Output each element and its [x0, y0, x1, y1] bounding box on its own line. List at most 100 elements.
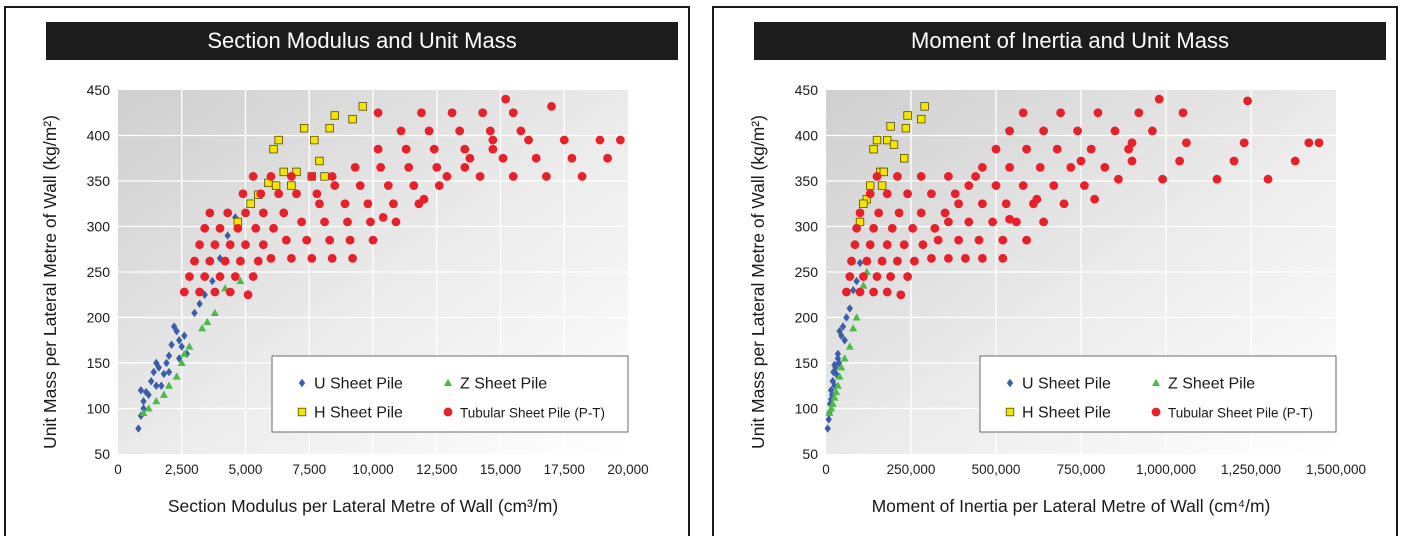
- y-tick-label: 300: [795, 219, 819, 235]
- data-point: [852, 313, 861, 321]
- data-point: [508, 108, 518, 118]
- data-point: [1110, 126, 1120, 136]
- data-point: [465, 153, 475, 163]
- legend-marker: [297, 407, 307, 417]
- y-tick-label: 100: [87, 401, 111, 417]
- data-point: [859, 199, 868, 208]
- x-tick-label: 250,000: [887, 462, 936, 477]
- data-point: [903, 189, 912, 199]
- data-point: [241, 240, 250, 250]
- legend-marker: [1151, 407, 1161, 417]
- data-point: [831, 381, 838, 390]
- data-point: [944, 253, 953, 263]
- data-point: [865, 181, 875, 190]
- data-point: [882, 240, 892, 250]
- x-tick-label: 0: [114, 462, 122, 477]
- data-point: [855, 208, 865, 218]
- data-point: [147, 377, 155, 386]
- data-point: [178, 342, 185, 351]
- data-point: [478, 108, 488, 118]
- data-point: [865, 189, 875, 199]
- data-point: [233, 223, 243, 233]
- data-point: [230, 272, 240, 281]
- data-point: [485, 126, 495, 136]
- data-point: [1005, 126, 1014, 136]
- data-point: [865, 240, 875, 250]
- data-point: [903, 111, 912, 120]
- x-tick-label: 0: [822, 462, 830, 477]
- data-point: [531, 153, 541, 163]
- data-point: [1127, 156, 1137, 166]
- data-point: [886, 272, 895, 281]
- data-point: [269, 223, 278, 233]
- data-point: [1022, 144, 1031, 154]
- data-point: [266, 172, 276, 181]
- data-point: [840, 354, 849, 362]
- data-point: [389, 199, 398, 209]
- data-point: [874, 208, 884, 218]
- data-point: [1039, 126, 1048, 136]
- data-point: [330, 181, 340, 190]
- data-point: [855, 287, 865, 297]
- data-point: [163, 358, 170, 368]
- data-point: [1005, 162, 1014, 172]
- data-point: [373, 108, 383, 118]
- data-point: [1304, 138, 1314, 148]
- data-point: [877, 256, 887, 266]
- data-point: [1018, 108, 1028, 118]
- data-point: [524, 135, 533, 145]
- data-point: [927, 189, 936, 199]
- data-point: [191, 308, 198, 318]
- data-point: [258, 240, 268, 250]
- legend-marker: [1005, 407, 1015, 417]
- data-point: [1182, 138, 1191, 148]
- data-point: [839, 322, 847, 331]
- data-point: [205, 208, 215, 218]
- data-point: [961, 253, 970, 263]
- data-point: [872, 272, 882, 281]
- y-tick-label: 250: [87, 264, 111, 280]
- data-point: [391, 217, 401, 227]
- data-point: [140, 404, 147, 413]
- y-tick-label: 400: [795, 128, 819, 144]
- data-point: [215, 272, 225, 281]
- data-point: [155, 363, 162, 372]
- data-point: [205, 256, 215, 266]
- data-point: [253, 256, 263, 266]
- data-point: [869, 144, 878, 154]
- data-point: [964, 217, 974, 227]
- data-point: [832, 387, 841, 396]
- data-point: [894, 208, 904, 218]
- data-point: [1022, 235, 1031, 245]
- y-tick-label: 150: [795, 355, 819, 371]
- data-point: [498, 153, 508, 163]
- section-modulus-chart: 0 2,500 5,000 7,500 10,000 12,500 15,000 17,500…: [40, 82, 649, 516]
- data-point: [215, 223, 225, 233]
- data-point: [312, 189, 322, 199]
- data-point: [1073, 126, 1082, 136]
- data-point: [223, 208, 233, 218]
- y-tick-label: 150: [87, 355, 111, 371]
- data-point: [366, 217, 375, 227]
- data-point: [978, 162, 987, 172]
- data-point: [238, 189, 248, 199]
- y-tick-label: 50: [94, 446, 110, 462]
- x-axis-label: Section Modulus per Lateral Metre of Wal…: [168, 496, 558, 516]
- data-point: [1080, 181, 1089, 190]
- data-point: [181, 331, 188, 340]
- x-tick-label: 1,500,000: [1306, 462, 1366, 477]
- data-point: [236, 256, 245, 266]
- data-point: [615, 135, 625, 145]
- data-point: [320, 217, 329, 227]
- data-point: [271, 181, 281, 190]
- series-1: [825, 267, 871, 417]
- data-point: [933, 235, 943, 245]
- data-point: [859, 281, 868, 289]
- chart-title: Moment of Inertia and Unit Mass: [754, 22, 1386, 60]
- data-point: [180, 349, 189, 357]
- legend-marker: [1152, 378, 1160, 386]
- data-point: [287, 172, 296, 181]
- data-point: [210, 240, 220, 250]
- data-point: [376, 162, 386, 172]
- data-point: [159, 390, 168, 398]
